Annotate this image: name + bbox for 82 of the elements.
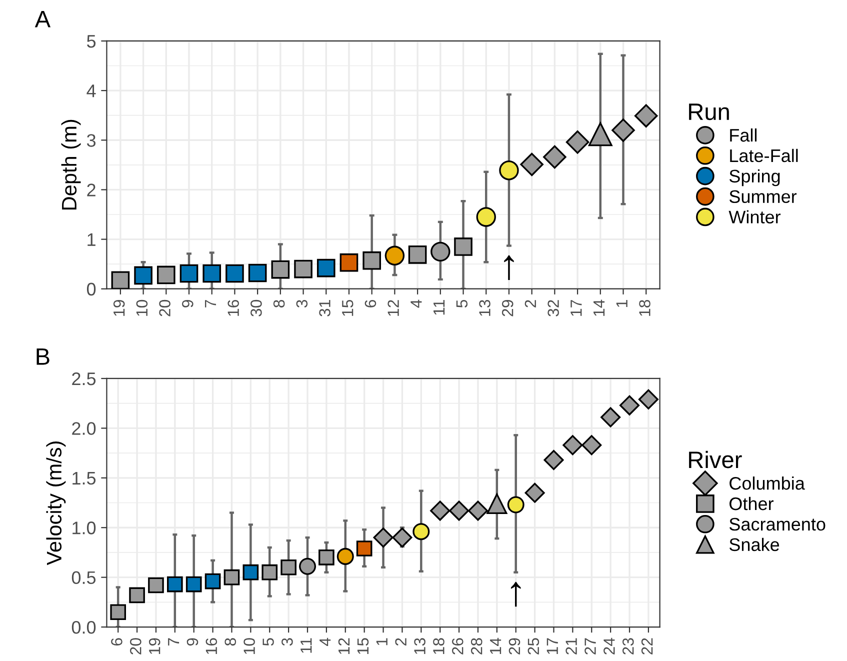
legend-label: Winter <box>728 210 781 224</box>
x-tick-label: 19 <box>113 300 125 316</box>
y-tick-label: 1 <box>88 233 96 246</box>
x-tick-label: 27 <box>584 638 596 654</box>
x-tick-label: 20 <box>159 300 170 316</box>
x-tick-label: 15 <box>357 638 369 654</box>
x-tick-label: 9 <box>182 300 194 308</box>
y-tick-label: 1.0 <box>72 522 96 534</box>
legend-label: Spring <box>729 169 780 186</box>
x-tick-label: 24 <box>604 638 615 654</box>
y-tick-label: 2.5 <box>72 372 96 386</box>
x-tick-label: 16 <box>228 300 239 316</box>
x-tick-label: 5 <box>262 638 274 646</box>
x-tick-label: 2 <box>524 300 536 308</box>
x-tick-label: 29 <box>508 638 520 654</box>
annotation: ↑ <box>510 582 521 607</box>
x-tick-label: 15 <box>342 300 354 316</box>
y-tick-label: 0.0 <box>72 620 96 634</box>
x-tick-label: 8 <box>273 300 285 308</box>
x-tick-label: 5 <box>456 300 468 308</box>
legend-title: Run <box>689 104 729 120</box>
y-tick-label: 2 <box>87 184 96 196</box>
x-tick-label: 14 <box>594 300 605 316</box>
chart-title: B <box>36 348 50 365</box>
x-tick-label: 3 <box>282 638 293 646</box>
x-tick-label: 3 <box>296 300 308 308</box>
legend-label: Late-Fall <box>730 148 798 162</box>
x-tick-label: 18 <box>639 300 650 316</box>
legend-label: Sacramento <box>729 518 826 531</box>
x-tick-label: 10 <box>136 300 148 316</box>
x-tick-label: 17 <box>570 300 582 316</box>
x-tick-label: 11 <box>300 638 312 653</box>
x-tick-label: 6 <box>111 638 122 646</box>
x-tick-label: 7 <box>204 300 216 308</box>
legend-title: River <box>689 450 742 468</box>
x-tick-label: 18 <box>433 638 444 654</box>
x-tick-label: 29 <box>502 300 514 316</box>
x-tick-label: 1 <box>376 638 388 646</box>
x-tick-label: 8 <box>224 638 236 646</box>
annotation: ↑ <box>504 255 514 280</box>
legend-label: Columbia <box>730 476 805 490</box>
chart-title: A <box>34 11 51 28</box>
x-tick-label: 26 <box>452 638 464 654</box>
legend-label: Other <box>730 496 774 510</box>
y-tick-label: 3 <box>86 134 96 147</box>
x-tick-label: 2 <box>395 638 406 646</box>
x-tick-label: 20 <box>130 638 142 654</box>
y-tick-label: 5 <box>86 35 96 48</box>
x-tick-label: 22 <box>641 638 653 654</box>
x-tick-label: 13 <box>414 638 426 654</box>
x-tick-label: 1 <box>616 300 628 307</box>
x-tick-label: 7 <box>168 638 180 646</box>
y-tick-label: 2.0 <box>72 422 96 435</box>
y-axis-title: Depth (m) <box>61 120 81 210</box>
y-tick-label: 0.5 <box>72 571 96 584</box>
x-tick-label: 12 <box>388 300 399 316</box>
x-tick-label: 11 <box>434 300 445 315</box>
x-tick-label: 13 <box>479 300 490 316</box>
x-tick-label: 14 <box>490 638 502 654</box>
x-tick-label: 28 <box>470 638 482 654</box>
x-tick-label: 23 <box>622 638 634 654</box>
legend-label: Snake <box>729 538 780 552</box>
x-tick-label: 4 <box>410 300 422 308</box>
y-tick-label: 4 <box>86 84 96 98</box>
x-tick-label: 12 <box>338 638 350 654</box>
x-tick-label: 6 <box>364 300 376 308</box>
x-tick-label: 9 <box>186 638 198 646</box>
x-tick-label: 31 <box>319 300 330 316</box>
x-tick-label: 25 <box>528 638 540 654</box>
x-tick-label: 30 <box>250 300 262 316</box>
y-tick-label: 1.5 <box>72 472 96 485</box>
y-axis-title: Velocity (m/s) <box>46 442 66 566</box>
x-tick-label: 17 <box>546 638 558 654</box>
x-tick-label: 19 <box>148 638 160 654</box>
x-tick-label: 4 <box>320 638 331 646</box>
x-tick-label: 10 <box>244 638 255 654</box>
legend-label: Fall <box>730 128 757 142</box>
x-tick-label: 32 <box>548 300 559 316</box>
x-tick-label: 21 <box>566 638 577 654</box>
y-tick-label: 0 <box>86 282 96 296</box>
legend-label: Summer <box>729 190 797 204</box>
x-tick-label: 16 <box>206 638 218 654</box>
